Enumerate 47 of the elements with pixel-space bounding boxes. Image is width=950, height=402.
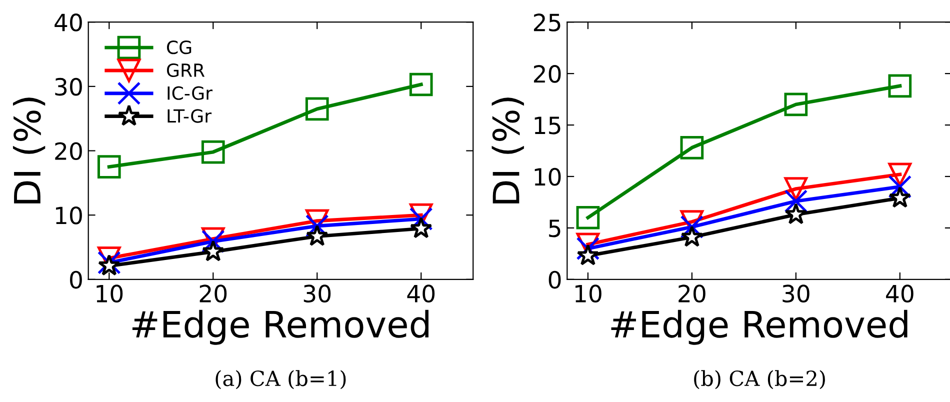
x-tick-label: 20 bbox=[200, 284, 227, 303]
x-tick-label: 40 bbox=[407, 284, 435, 303]
y-tick-label: 30 bbox=[55, 78, 82, 96]
point bbox=[784, 92, 808, 116]
y-tick-label: 15 bbox=[534, 116, 560, 134]
legend-label: GRR bbox=[167, 63, 205, 78]
y-tick-label: 40 bbox=[54, 14, 82, 32]
point bbox=[888, 162, 912, 186]
point bbox=[409, 72, 433, 96]
point bbox=[202, 240, 224, 262]
x-tick-label: 10 bbox=[576, 284, 602, 303]
y-tick-label: 25 bbox=[534, 14, 560, 32]
y-axis-title: DI (%) bbox=[492, 98, 524, 204]
point bbox=[201, 140, 225, 164]
point bbox=[306, 224, 328, 246]
point bbox=[97, 155, 121, 178]
point bbox=[784, 177, 808, 200]
x-axis-title: #Edge Removed bbox=[611, 310, 908, 345]
x-tick-label: 20 bbox=[678, 284, 706, 303]
y-tick-label: 0 bbox=[548, 270, 561, 289]
point bbox=[576, 206, 600, 230]
y-tick-label: 0 bbox=[70, 270, 82, 289]
text: (a) CA (b=1) bbox=[216, 370, 346, 390]
point bbox=[410, 216, 432, 238]
point bbox=[305, 97, 329, 121]
y-tick-label: 10 bbox=[534, 168, 561, 186]
legend-label: CG bbox=[167, 40, 192, 54]
x-tick-label: 10 bbox=[96, 284, 123, 303]
x-axis-title: #Edge Removed bbox=[132, 310, 428, 345]
text: (b) CA (b=2) bbox=[694, 370, 825, 390]
x-tick-label: 40 bbox=[886, 284, 914, 303]
legend-label: LT-Gr bbox=[168, 109, 212, 123]
point bbox=[888, 74, 912, 98]
point bbox=[784, 202, 808, 224]
y-tick-label: 5 bbox=[549, 220, 560, 238]
point bbox=[576, 244, 600, 266]
y-axis-title: DI (%) bbox=[12, 98, 46, 204]
y-tick-label: 20 bbox=[55, 142, 82, 160]
x-tick-label: 30 bbox=[782, 284, 810, 303]
y-tick-label: 20 bbox=[534, 65, 561, 83]
point bbox=[888, 186, 912, 208]
x-tick-label: 30 bbox=[304, 284, 331, 303]
point bbox=[784, 190, 808, 213]
point bbox=[680, 136, 704, 160]
y-tick-label: 10 bbox=[56, 206, 82, 224]
legend-label: IC-Gr bbox=[168, 86, 213, 100]
point bbox=[680, 226, 704, 247]
